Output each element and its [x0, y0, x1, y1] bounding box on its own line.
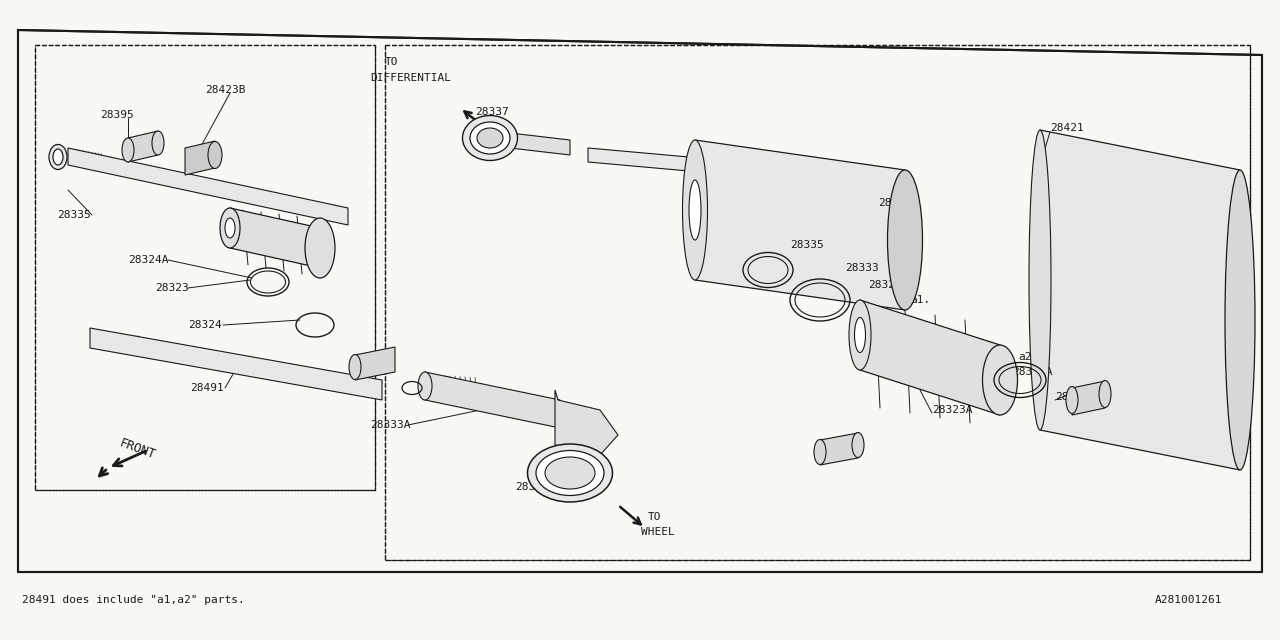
Polygon shape	[860, 300, 1000, 415]
Ellipse shape	[689, 180, 701, 240]
Ellipse shape	[122, 138, 134, 162]
Ellipse shape	[1029, 130, 1051, 430]
Ellipse shape	[52, 149, 63, 165]
Ellipse shape	[477, 128, 503, 148]
Polygon shape	[1073, 381, 1105, 415]
Text: a1.: a1.	[910, 295, 931, 305]
Text: 28324: 28324	[188, 320, 221, 330]
Ellipse shape	[1066, 387, 1078, 413]
Ellipse shape	[470, 122, 509, 154]
Text: 28335: 28335	[58, 210, 91, 220]
Ellipse shape	[49, 145, 67, 170]
Text: 28324: 28324	[868, 280, 901, 290]
Ellipse shape	[536, 451, 604, 495]
Polygon shape	[1039, 130, 1240, 470]
Ellipse shape	[814, 440, 826, 465]
Text: 28395: 28395	[100, 110, 133, 120]
Text: 28423B: 28423B	[205, 85, 246, 95]
Polygon shape	[90, 328, 381, 400]
Text: 28491: 28491	[189, 383, 224, 393]
Text: FRONT: FRONT	[118, 437, 157, 462]
Ellipse shape	[305, 218, 335, 278]
Text: WHEEL: WHEEL	[641, 527, 675, 537]
Text: 28337A: 28337A	[515, 482, 556, 492]
Polygon shape	[556, 390, 618, 455]
Ellipse shape	[983, 345, 1018, 415]
Text: 28324A: 28324A	[1012, 367, 1052, 377]
Text: TO: TO	[648, 512, 662, 522]
Ellipse shape	[682, 140, 708, 280]
Polygon shape	[820, 433, 858, 465]
Polygon shape	[695, 140, 905, 310]
Ellipse shape	[462, 115, 517, 161]
Text: 28491 does include "a1,a2" parts.: 28491 does include "a1,a2" parts.	[22, 595, 244, 605]
Ellipse shape	[220, 208, 241, 248]
Ellipse shape	[887, 170, 923, 310]
Text: TO: TO	[385, 57, 398, 67]
Text: 28335: 28335	[790, 240, 824, 250]
Text: 28423C: 28423C	[820, 450, 860, 460]
Polygon shape	[588, 148, 700, 172]
Ellipse shape	[349, 355, 361, 380]
Ellipse shape	[852, 433, 864, 458]
Ellipse shape	[545, 457, 595, 489]
Ellipse shape	[209, 141, 221, 168]
Polygon shape	[355, 347, 396, 380]
Text: 28323A: 28323A	[932, 405, 973, 415]
Text: 28421: 28421	[1050, 123, 1084, 133]
Text: a2.: a2.	[1018, 352, 1038, 362]
Polygon shape	[230, 208, 320, 268]
Text: 28395: 28395	[362, 362, 396, 372]
Polygon shape	[425, 372, 561, 428]
Ellipse shape	[419, 372, 433, 400]
Text: DIFFERENTIAL: DIFFERENTIAL	[370, 73, 451, 83]
Ellipse shape	[1225, 170, 1254, 470]
Text: 28337: 28337	[475, 107, 508, 117]
Text: 28333: 28333	[845, 263, 879, 273]
Polygon shape	[68, 148, 348, 225]
Ellipse shape	[225, 218, 236, 238]
Text: A281001261: A281001261	[1155, 595, 1222, 605]
Polygon shape	[186, 141, 215, 175]
Polygon shape	[128, 131, 157, 162]
Text: 28323: 28323	[155, 283, 188, 293]
Polygon shape	[509, 133, 570, 155]
Text: 28324A: 28324A	[128, 255, 169, 265]
Ellipse shape	[152, 131, 164, 155]
Ellipse shape	[849, 300, 870, 370]
Ellipse shape	[1100, 381, 1111, 408]
Text: 28395: 28395	[1055, 392, 1089, 402]
Ellipse shape	[855, 317, 865, 353]
Text: 28333A: 28333A	[370, 420, 411, 430]
Ellipse shape	[527, 444, 613, 502]
Text: 28492: 28492	[878, 198, 911, 208]
